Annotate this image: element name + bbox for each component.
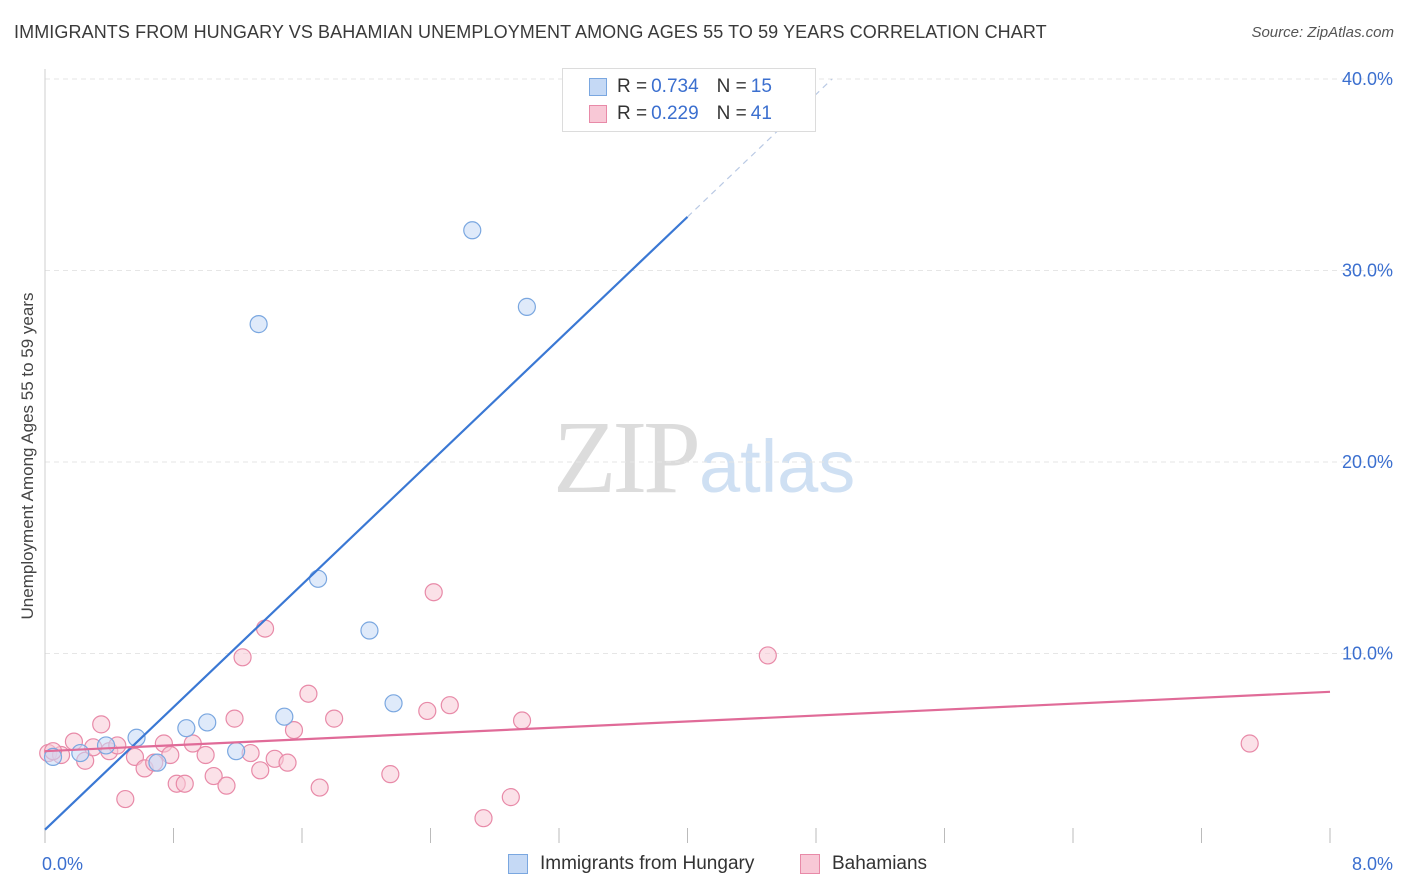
x-tick-label: 8.0%: [1352, 854, 1393, 874]
y-tick-label: 40.0%: [1342, 69, 1393, 89]
bottom-legend-swatch-hungary: [508, 854, 528, 874]
bahamians-point: [278, 753, 297, 772]
bahamians-point: [255, 619, 275, 638]
bahamians-point: [92, 715, 111, 734]
bahamians-point: [233, 648, 252, 667]
bottom-legend-bahamians: Bahamians: [800, 852, 927, 876]
x-tick-label: 0.0%: [42, 854, 83, 874]
bahamians-point: [424, 583, 443, 602]
hungary-point: [96, 736, 116, 755]
legend-n-label: N =: [716, 76, 747, 97]
y-tick-label: 10.0%: [1342, 644, 1393, 664]
hungary-point: [275, 707, 294, 726]
hungary-point: [71, 743, 90, 763]
hungary-point: [177, 719, 196, 738]
hungary-point: [249, 315, 268, 334]
bahamians-point: [440, 696, 459, 715]
bahamians-point: [299, 684, 318, 703]
bahamians-point: [501, 788, 520, 807]
bahamians-point: [175, 774, 194, 793]
hungary-point: [360, 621, 379, 640]
bottom-legend-swatch-bahamians: [800, 854, 820, 874]
legend-n-value: 41: [750, 103, 772, 124]
watermark-zip: ZIP: [553, 400, 701, 515]
bahamians-trend-line: [44, 690, 1331, 753]
hungary-point: [384, 694, 403, 713]
bottom-legend-label-bahamians: Bahamians: [832, 853, 928, 874]
hungary-point: [517, 297, 536, 316]
legend-r-label: R =: [617, 103, 648, 124]
watermark: ZIPatlas: [553, 398, 855, 517]
legend-row-hungary: R = 0.734 N = 15: [589, 76, 772, 98]
bahamians-point: [512, 711, 532, 730]
hungary-point: [198, 713, 217, 732]
hungary-point: [308, 569, 328, 588]
bottom-legend-hungary: Immigrants from Hungary: [508, 852, 754, 876]
hungary-point: [43, 747, 63, 767]
watermark-atlas: atlas: [699, 425, 856, 508]
legend-r-value: 0.734: [651, 76, 699, 97]
legend-swatch-bahamians: [589, 105, 607, 123]
source-label: Source: ZipAtlas.com: [1251, 24, 1394, 41]
hungary-point: [227, 742, 246, 761]
legend-swatch-hungary: [589, 78, 607, 96]
bahamians-point: [1240, 734, 1259, 753]
hungary-point: [463, 221, 482, 240]
bahamians-point: [204, 766, 223, 786]
bahamians-point: [758, 646, 777, 665]
legend-row-bahamians: R = 0.229 N = 41: [589, 103, 772, 125]
bottom-legend-label-hungary: Immigrants from Hungary: [540, 853, 755, 874]
hungary-trend-line: [44, 216, 689, 831]
bahamians-point: [381, 765, 400, 784]
bahamians-point: [418, 701, 437, 721]
bahamians-point: [325, 709, 344, 728]
chart-title: IMMIGRANTS FROM HUNGARY VS BAHAMIAN UNEM…: [14, 22, 1047, 42]
legend-n-value: 15: [750, 76, 772, 97]
bahamians-point: [310, 778, 329, 797]
bahamians-point: [196, 745, 215, 765]
hungary-point: [148, 753, 167, 772]
bahamians-point: [217, 776, 236, 795]
bahamians-point: [225, 709, 244, 728]
legend-r-label: R =: [617, 76, 648, 97]
bahamians-point: [251, 761, 270, 780]
y-axis-label: Unemployment Among Ages 55 to 59 years: [18, 292, 37, 620]
y-tick-label: 20.0%: [1342, 452, 1393, 472]
legend-n-label: N =: [716, 103, 747, 124]
bahamians-point: [116, 789, 135, 809]
bahamians-point: [474, 809, 493, 828]
legend-r-value: 0.229: [651, 103, 699, 124]
y-tick-label: 30.0%: [1342, 261, 1393, 281]
legend: R = 0.734 N = 15 R = 0.229 N = 41: [562, 68, 816, 132]
